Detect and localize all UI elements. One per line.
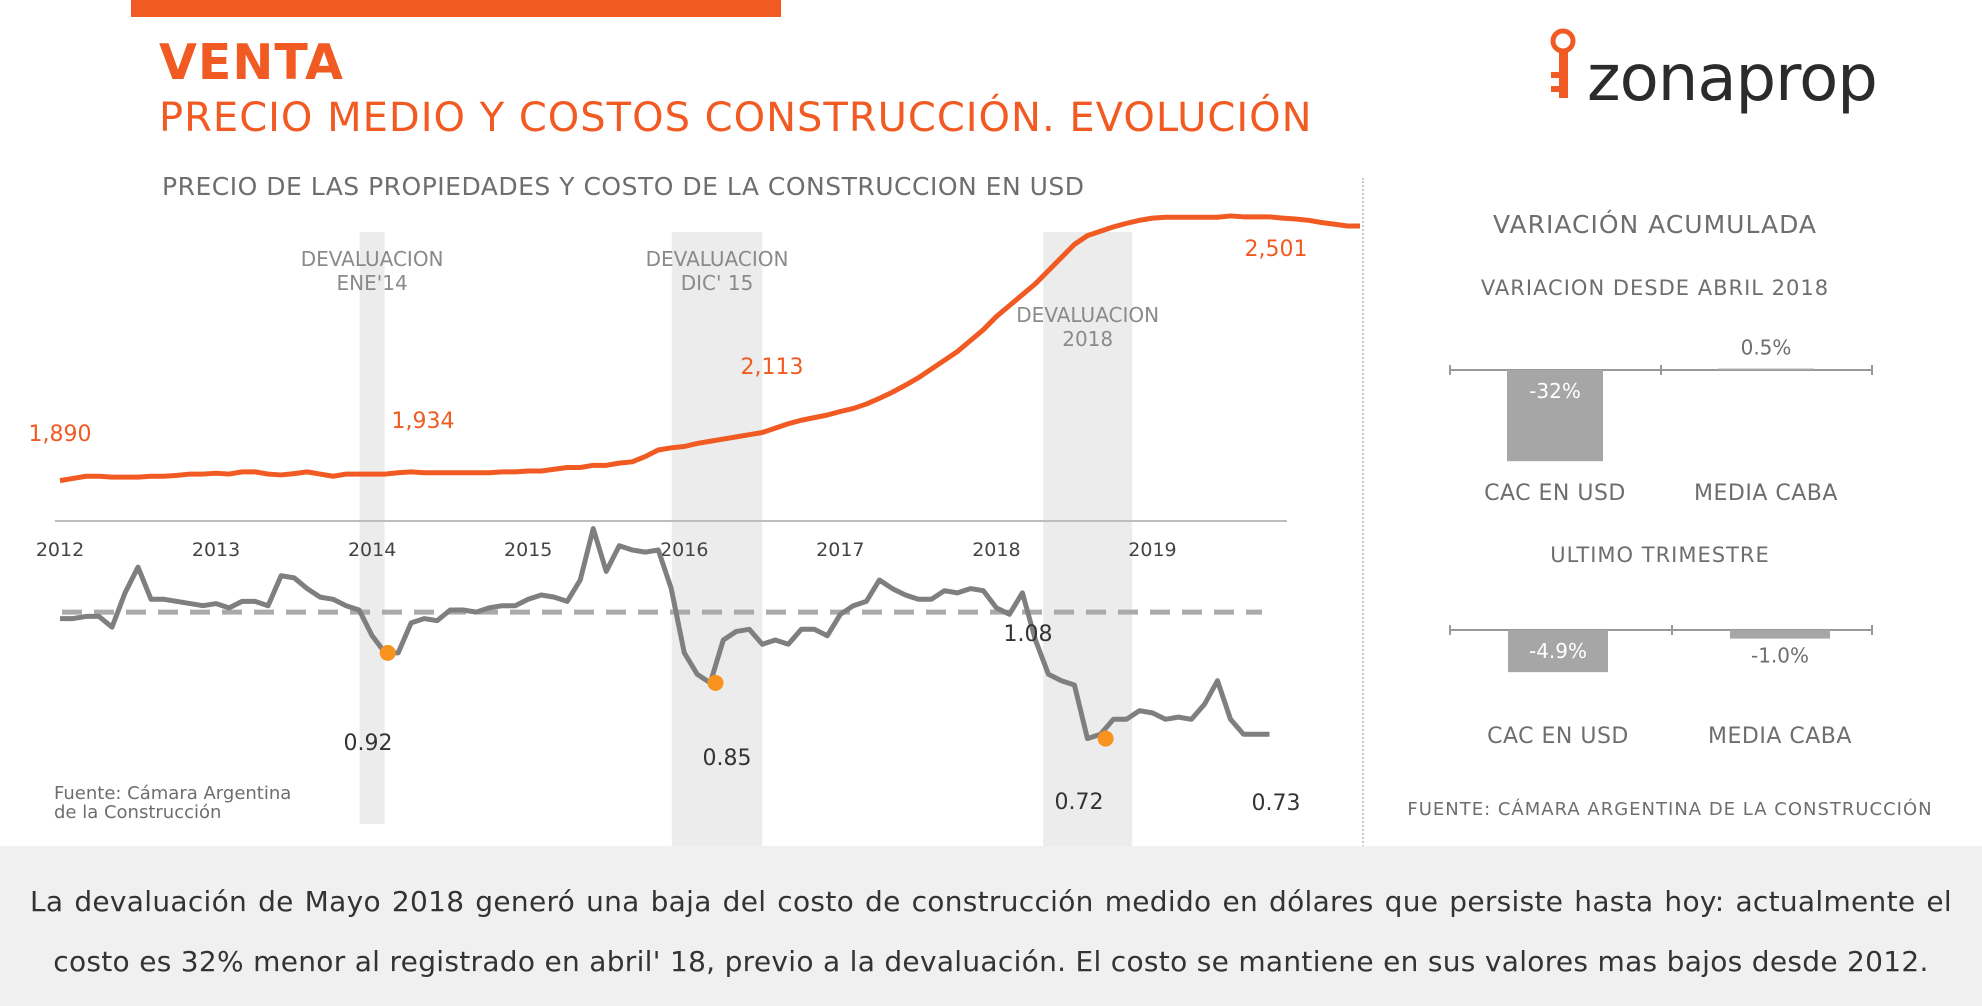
bar-value-label: -1.0%	[1751, 644, 1809, 668]
cost-marker	[379, 644, 396, 661]
x-tick-label: 2012	[36, 539, 84, 561]
devaluation-band	[359, 232, 385, 824]
bar	[1730, 630, 1830, 639]
cost-data-label: 1.08	[1004, 622, 1053, 647]
price-data-label: 1,934	[392, 409, 455, 434]
page-subtitle: PRECIO MEDIO Y COSTOS CONSTRUCCIÓN. EVOL…	[159, 95, 1313, 141]
bar-value-label: -4.9%	[1529, 639, 1587, 663]
price-data-label: 2,501	[1245, 237, 1308, 262]
devaluation-label: 2018	[1062, 327, 1113, 351]
devaluation-band	[671, 232, 763, 846]
x-tick-label: 2017	[816, 539, 864, 561]
cost-data-label: 0.73	[1252, 791, 1301, 816]
panel-divider	[1362, 178, 1364, 858]
cost-marker	[1097, 730, 1114, 747]
devaluation-band	[1043, 232, 1133, 846]
cost-data-label: 0.92	[344, 731, 393, 756]
bar-category-label: MEDIA CABA	[1708, 724, 1852, 749]
bar	[1507, 370, 1603, 462]
x-tick-label: 2015	[504, 539, 552, 561]
footer-panel: La devaluación de Mayo 2018 generó una b…	[0, 846, 1982, 1006]
brand-logo: zonaprop	[1545, 26, 1965, 116]
footer-text: La devaluación de Mayo 2018 generó una b…	[30, 885, 1952, 978]
cost-data-label: 0.85	[703, 746, 752, 771]
cost-marker	[707, 674, 724, 691]
devaluation-label: DEVALUACION	[646, 247, 789, 271]
x-tick-label: 2018	[972, 539, 1020, 561]
bar-category-label: CAC EN USD	[1484, 481, 1626, 506]
devaluation-label: DIC' 15	[681, 271, 754, 295]
side-panel-source: FUENTE: CÁMARA ARGENTINA DE LA CONSTRUCC…	[1407, 799, 1933, 820]
bar-chart-2-title: ULTIMO TRIMESTRE	[1550, 543, 1770, 567]
page-title: VENTA	[159, 34, 344, 91]
bar-chart-quarter: -4.9% CAC EN USD -1.0% MEDIA CABA	[1449, 625, 1873, 749]
devaluation-label: DEVALUACION	[301, 247, 444, 271]
bar-value-label: 0.5%	[1741, 336, 1792, 360]
x-tick-label: 2013	[192, 539, 240, 561]
cost-data-label: 0.72	[1055, 790, 1104, 815]
chart-title: PRECIO DE LAS PROPIEDADES Y COSTO DE LA …	[162, 172, 1085, 201]
bar-value-label: -32%	[1529, 379, 1581, 403]
devaluation-label: DEVALUACION	[1016, 303, 1159, 327]
x-tick-label: 2019	[1128, 539, 1176, 561]
chart-source-note: de la Construcción	[54, 802, 221, 823]
main-line-chart: 2012 2013 2014 2015 2016 2017 2018 2019 DEVALUAC…	[29, 213, 1360, 846]
bar	[1508, 630, 1608, 673]
key-icon	[1550, 28, 1576, 98]
side-panel-title: VARIACIÓN ACUMULADA	[1493, 210, 1817, 239]
devaluation-label: ENE'14	[337, 271, 408, 295]
bar	[1718, 368, 1814, 370]
x-tick-label: 2014	[348, 539, 396, 561]
top-accent-bar	[131, 0, 781, 17]
bar-chart-accumulated: -32% CAC EN USD 0.5% MEDIA CABA	[1449, 336, 1873, 506]
bar-category-label: MEDIA CABA	[1694, 481, 1838, 506]
bar-chart-1-title: VARIACION DESDE ABRIL 2018	[1480, 276, 1830, 300]
x-tick-label: 2016	[660, 539, 708, 561]
price-series-line	[59, 213, 1360, 484]
price-data-label: 1,890	[29, 422, 92, 447]
brand-name: zonaprop	[1587, 42, 1878, 116]
chart-source-note: Fuente: Cámara Argentina	[54, 783, 291, 804]
cost-series-line	[60, 526, 1270, 742]
price-data-label: 2,113	[741, 355, 804, 380]
bar-category-label: CAC EN USD	[1487, 724, 1629, 749]
